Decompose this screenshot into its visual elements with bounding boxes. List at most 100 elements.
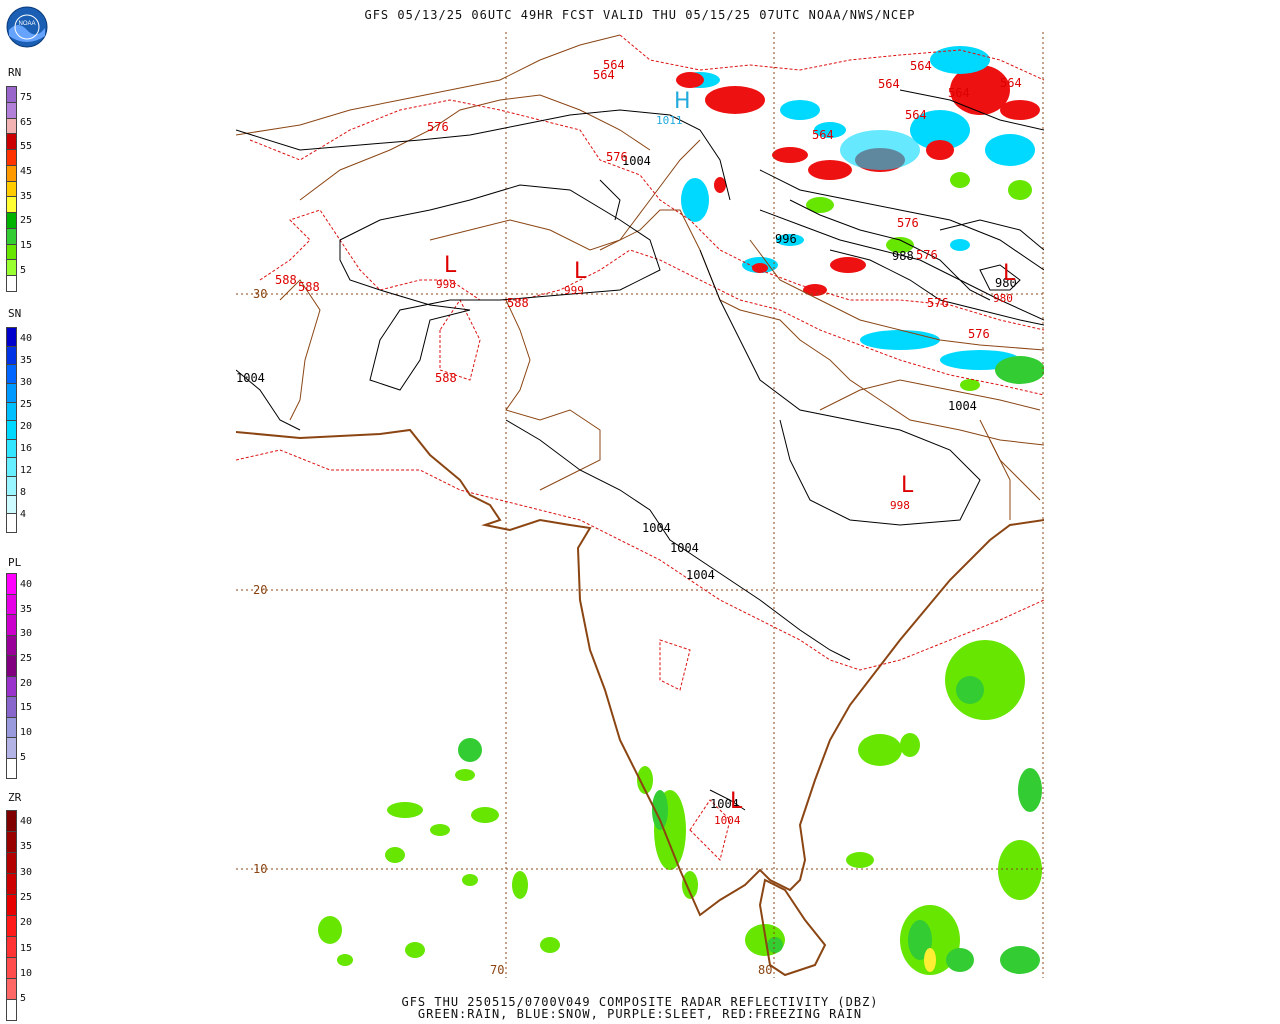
radar-reflectivity — [318, 46, 1044, 975]
footer-key-line: GREEN:RAIN, BLUE:SNOW, PURPLE:SLEET, RED… — [417, 1007, 863, 1021]
lat-label-10: 10 — [253, 862, 267, 876]
low-pressure-letter: L — [901, 473, 914, 498]
high-pressure-value: 1011 — [656, 114, 683, 127]
pl-legend-tick: 30 — [20, 628, 33, 640]
isobar-labels: 1004 996 988 980 1004 1004 1004 1004 100… — [236, 154, 1017, 811]
zr-legend-label: ZR — [8, 791, 22, 804]
thickness-label: 564 — [593, 68, 615, 82]
thickness-labels: 564 564 564 564 564 564 564 564 576 576 … — [275, 58, 1022, 385]
low-pressure-value: 998 — [890, 499, 910, 512]
isobar-label: 1004 — [622, 154, 651, 168]
pl-legend-tick: 20 — [20, 677, 33, 689]
noaa-logo: NOAA — [6, 6, 48, 48]
map-title: GFS 05/13/25 06UTC 49HR FCST VALID THU 0… — [364, 8, 916, 22]
isobar-label: 1004 — [236, 371, 265, 385]
pl-legend-swatch — [6, 757, 17, 779]
thickness-label: 564 — [603, 58, 625, 72]
rn-legend-tick: 75 — [20, 92, 33, 103]
thickness-label: 576 — [916, 248, 938, 262]
isobar-label: 1004 — [948, 399, 977, 413]
rn-legend-tick: 65 — [20, 116, 33, 128]
thickness-label: 576 — [427, 120, 449, 134]
low-pressure-letter: L — [730, 789, 743, 814]
thickness-label: 588 — [275, 273, 297, 287]
rn-legend-label: RN — [8, 66, 22, 79]
zr-legend-swatch — [6, 999, 17, 1021]
sn-legend-tick: 25 — [20, 399, 33, 411]
isobar-label: 996 — [775, 232, 797, 246]
rn-legend-tick: 35 — [20, 190, 33, 202]
isobar-label: 1004 — [642, 521, 671, 535]
thickness-label: 588 — [435, 371, 457, 385]
isobar-label: 1004 — [710, 797, 739, 811]
isobar-label: 988 — [892, 249, 914, 263]
thickness-label: 564 — [948, 86, 970, 100]
thickness-label: 576 — [927, 296, 949, 310]
zr-legend-tick: 40 — [20, 816, 33, 827]
pressure-centers: H 1011 L 998 L 999 L 998 L 980 L 1004 — [436, 89, 1016, 827]
coastline — [236, 428, 1044, 977]
svg-text:NOAA: NOAA — [18, 21, 35, 27]
grid-labels: 30 20 10 70 80 — [253, 287, 772, 977]
thickness-label: 564 — [1000, 76, 1022, 90]
pl-legend-tick: 40 — [20, 579, 33, 590]
lat-lon-grid — [236, 32, 1044, 978]
pl-legend-tick: 15 — [20, 702, 33, 714]
thickness-contours — [236, 34, 1044, 861]
thickness-label: 576 — [606, 150, 628, 164]
sn-legend-label: SN — [8, 307, 22, 320]
sn-legend-tick: 40 — [20, 333, 33, 344]
zr-legend-tick: 15 — [20, 942, 33, 954]
low-pressure-value: 1004 — [714, 814, 741, 827]
zr-legend-tick: 35 — [20, 841, 33, 853]
sn-legend-tick: 16 — [20, 443, 33, 455]
isobar-label: 1004 — [686, 568, 715, 582]
political-borders — [236, 34, 1044, 520]
lon-label-80: 80 — [758, 963, 772, 977]
isobar-label: 980 — [995, 276, 1017, 290]
rn-legend-tick: 45 — [20, 166, 33, 178]
pl-legend-tick: 25 — [20, 653, 33, 665]
pl-legend-tick: 10 — [20, 727, 33, 739]
low-pressure-value: 999 — [564, 284, 584, 297]
thickness-label: 576 — [968, 327, 990, 341]
high-pressure-letter: H — [674, 89, 691, 114]
lat-label-20: 20 — [253, 583, 267, 597]
low-pressure-letter: L — [1003, 261, 1016, 286]
thickness-label: 564 — [910, 59, 932, 73]
zr-legend-tick: 30 — [20, 866, 33, 878]
low-pressure-value: 980 — [993, 292, 1013, 305]
thickness-label: 564 — [878, 77, 900, 91]
rn-legend-tick: 15 — [20, 240, 33, 252]
rn-legend-swatch — [6, 275, 17, 292]
sn-legend-tick: 8 — [20, 487, 27, 499]
rn-legend-tick: 25 — [20, 215, 33, 227]
thickness-label: 588 — [507, 296, 529, 310]
isobars — [236, 89, 1044, 811]
pl-legend-tick: 5 — [20, 751, 27, 763]
pl-legend-label: PL — [8, 556, 22, 569]
rn-legend-tick: 55 — [20, 141, 33, 153]
isobar-label: 1004 — [670, 541, 699, 555]
sn-legend-tick: 4 — [20, 509, 27, 521]
low-pressure-value: 998 — [436, 278, 456, 291]
sn-legend-tick: 35 — [20, 355, 33, 367]
pl-legend-tick: 35 — [20, 603, 33, 615]
sn-legend-swatch — [6, 513, 17, 533]
zr-legend-tick: 20 — [20, 917, 33, 929]
low-pressure-letter: L — [444, 253, 457, 278]
sn-legend-tick: 20 — [20, 421, 33, 433]
lat-label-30: 30 — [253, 287, 267, 301]
thickness-label: 564 — [812, 128, 834, 142]
zr-legend-tick: 10 — [20, 967, 33, 979]
low-pressure-letter: L — [574, 259, 587, 284]
thickness-label: 588 — [298, 280, 320, 294]
lon-label-70: 70 — [490, 963, 504, 977]
thickness-label: 564 — [905, 108, 927, 122]
map-footer: GFS THU 250515/0700V049 COMPOSITE RADAR … — [0, 996, 1280, 1020]
zr-legend-tick: 5 — [20, 993, 27, 1005]
sn-legend-tick: 12 — [20, 465, 33, 477]
sn-legend-tick: 30 — [20, 377, 33, 389]
rn-legend-tick: 5 — [20, 264, 27, 276]
